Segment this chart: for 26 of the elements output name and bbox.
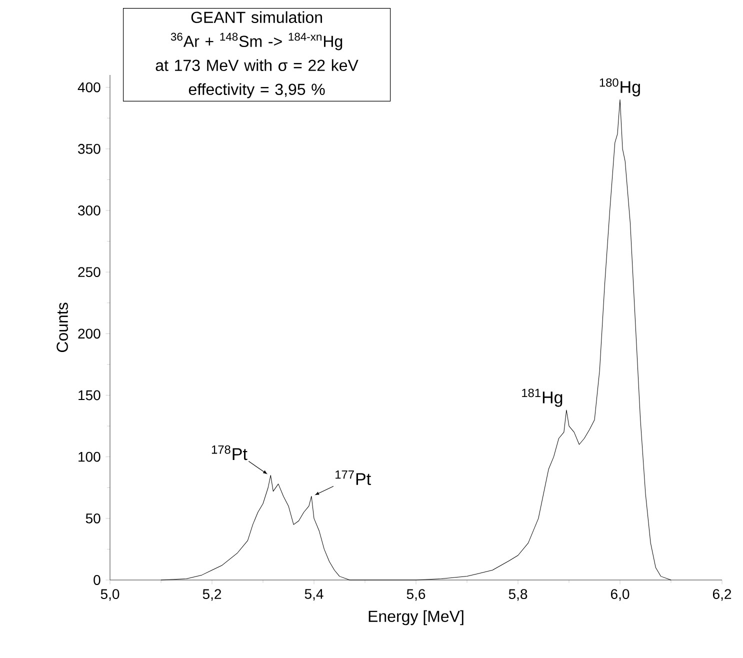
y-tick-label: 100 — [78, 452, 100, 462]
x-tick-label: 5,8 — [508, 589, 528, 601]
annotation: $^{177}$Pt — [336, 470, 371, 486]
y-tick-label: 150 — [78, 390, 100, 400]
x-tick-label: 5,6 — [406, 589, 426, 601]
y-tick-label: 0 — [94, 575, 100, 585]
text: GEANT simulation — [191, 11, 322, 24]
x-axis-title: Energy [MeV] — [368, 610, 464, 626]
y-tick-label: 200 — [78, 328, 100, 339]
y-tick-label: 350 — [78, 144, 100, 154]
x-tick-label: 6,0 — [610, 589, 630, 601]
annotation: $^{180}$Hg — [600, 78, 640, 96]
x-tick-label: 6,2 — [712, 589, 732, 601]
x-tick-label: 5,2 — [202, 589, 222, 601]
annotation: $^{178}$Pt — [212, 445, 248, 460]
text: $^{36}$Ar + $^{148}$Sm -> $^{184-xn}$Hg — [170, 32, 342, 50]
y-tick-label: 400 — [78, 82, 100, 92]
x-tick-label: 5,4 — [304, 589, 324, 601]
y-tick-label: 250 — [78, 267, 100, 278]
x-tick-label: 5,0 — [100, 589, 120, 601]
y-tick-label: 300 — [78, 206, 100, 216]
text: at 173 MeV with σ = 22 keV — [156, 59, 358, 72]
y-axis-title: Counts — [56, 302, 68, 352]
annotation: effectivity = 3,95 % — [188, 83, 325, 98]
y-tick-label: 50 — [86, 513, 100, 524]
annotation: $^{181}$Hg — [522, 388, 562, 407]
